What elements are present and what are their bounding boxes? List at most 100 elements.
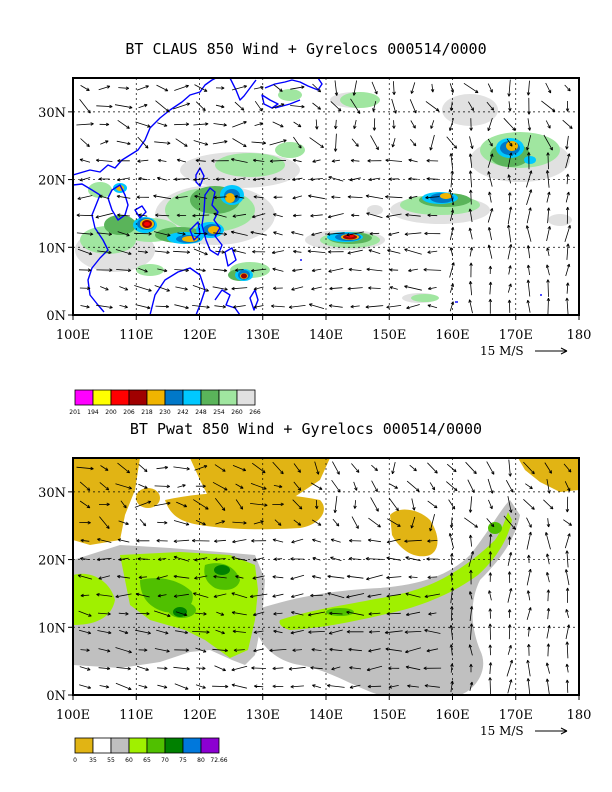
wind-arrow [80, 593, 90, 598]
wind-arrow [543, 134, 553, 151]
wind-arrow [328, 304, 343, 308]
wind-arrow [194, 575, 208, 580]
wind-arrow [410, 120, 416, 129]
wind-arrow [469, 262, 473, 278]
wind-arrow [308, 303, 325, 309]
wind-arrow [353, 500, 357, 509]
wind-arrow [138, 463, 148, 473]
wind-arrow [370, 135, 379, 151]
colorbar-label: 260 [231, 409, 243, 416]
wind-arrow [154, 141, 171, 145]
wind-arrow [449, 262, 455, 278]
wind-arrow [391, 137, 396, 148]
wind-arrow [508, 624, 512, 640]
wind-arrow [392, 81, 396, 95]
wind-arrow [507, 679, 513, 694]
wind-arrow [118, 612, 129, 616]
wind-arrow [565, 135, 569, 150]
wind-arrow [308, 194, 325, 200]
wind-arrow [175, 286, 188, 291]
wind-arrow [468, 170, 473, 188]
wind-arrow [232, 213, 247, 218]
wind-arrow [272, 593, 284, 598]
wind-arrow [371, 81, 378, 95]
wind-arrow [526, 135, 532, 151]
wind-arrow [468, 281, 473, 296]
wind-arrow [272, 666, 284, 671]
wind-arrow [312, 102, 322, 110]
wind-arrow [351, 463, 360, 473]
panel1-wind-scale-label: 15 M/S [480, 344, 524, 358]
wind-arrow [312, 538, 322, 543]
wind-arrow [427, 575, 438, 580]
colorbar-label: 65 [143, 757, 151, 764]
wind-arrow [527, 152, 531, 170]
wind-arrow [115, 647, 132, 654]
wind-arrow [216, 611, 225, 616]
wind-arrow [176, 501, 188, 508]
wind-arrow [155, 213, 170, 217]
wind-arrow [350, 98, 361, 114]
wind-arrow [272, 267, 284, 272]
wind-arrow [213, 123, 227, 127]
wind-arrow [468, 227, 473, 240]
wind-arrow [409, 99, 417, 114]
wind-arrow [116, 666, 131, 671]
wind-arrow [353, 481, 358, 491]
wind-arrow [404, 630, 422, 634]
wind-arrow [507, 224, 512, 243]
wind-arrow [232, 121, 247, 128]
wind-arrow [213, 232, 228, 236]
wind-arrow [157, 684, 168, 689]
wind-arrow [195, 612, 207, 616]
wind-arrow [450, 170, 454, 188]
wind-arrow [288, 666, 306, 671]
wind-arrow [252, 575, 265, 580]
wind-arrow [292, 213, 302, 218]
wind-arrow [430, 83, 435, 93]
wind-arrow [526, 607, 532, 620]
wind-arrow [565, 173, 570, 185]
wind-arrow [331, 666, 341, 671]
wind-arrow [331, 159, 340, 163]
colorbar-label: 242 [177, 409, 189, 416]
wind-arrow [424, 593, 441, 599]
wind-arrow [468, 153, 473, 168]
wind-arrow [173, 466, 190, 471]
wind-arrow [215, 520, 226, 525]
wind-arrow [334, 119, 338, 130]
wind-arrow [328, 250, 344, 254]
wind-arrow [449, 101, 454, 111]
wind-arrow [406, 480, 420, 492]
wind-arrow [235, 575, 244, 579]
wind-arrow [192, 213, 210, 218]
wind-arrow [231, 611, 247, 616]
wind-arrow [272, 575, 284, 579]
wind-arrow [546, 247, 550, 256]
wind-arrow [290, 104, 305, 109]
wind-arrow [351, 516, 359, 529]
wind-arrow [155, 304, 170, 309]
wind-arrow [349, 177, 361, 182]
wind-arrow [134, 232, 152, 236]
wind-arrow [507, 536, 512, 545]
wind-arrow [546, 297, 551, 315]
wind-arrow [507, 551, 513, 566]
x-tick-label: 140E [309, 328, 343, 343]
wind-arrow [544, 462, 552, 474]
wind-arrow [488, 265, 493, 275]
wind-arrow [100, 465, 109, 471]
panel2-axis-labels: 100E 110E 120E 130E 140E 150E 160E 170E 180 0N 10N… [38, 486, 591, 723]
wind-arrow [488, 590, 492, 601]
wind-arrow [565, 100, 570, 112]
wind-arrow [154, 501, 171, 507]
wind-arrow [315, 119, 319, 130]
wind-arrow [250, 230, 267, 236]
x-tick-label: 160E [435, 328, 469, 343]
panel2-title: BT Pwat 850 Wind + Gyrelocs 000514/0000 [129, 420, 483, 438]
wind-arrow [254, 122, 264, 126]
wind-arrow [252, 611, 265, 617]
x-tick-label: 180 [567, 708, 592, 723]
wind-arrow [449, 572, 454, 582]
wind-arrow [565, 550, 569, 568]
